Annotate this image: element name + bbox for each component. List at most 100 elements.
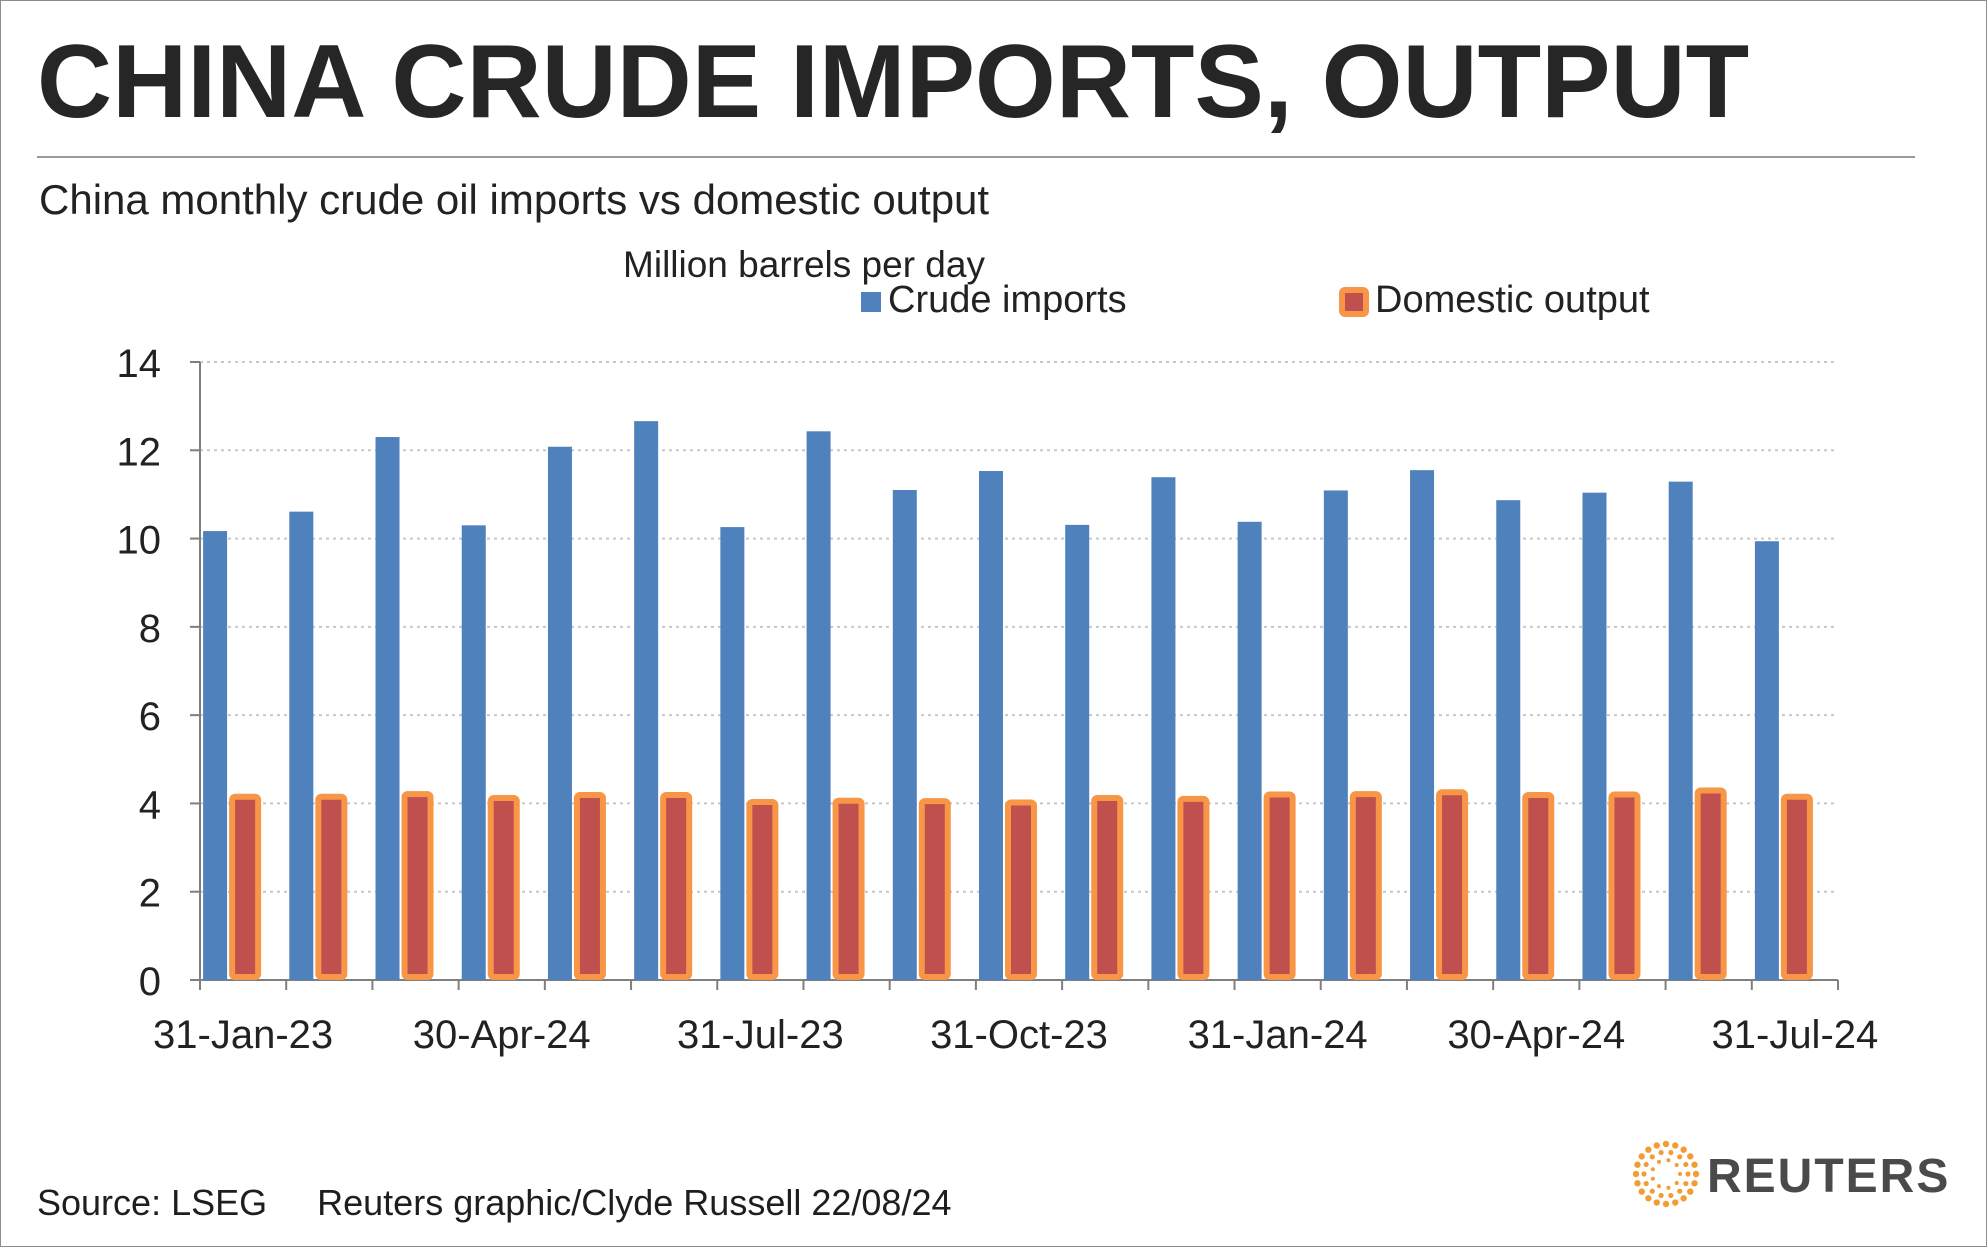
logo-dot: [1677, 1188, 1683, 1194]
logo-dot: [1650, 1176, 1655, 1181]
logo-dot: [1666, 1185, 1671, 1190]
bar-crude-imports: [375, 437, 400, 980]
bar-crude-imports: [979, 471, 1003, 980]
bar-domestic-output: [1608, 791, 1641, 981]
logo-dot: [1638, 1188, 1645, 1195]
series-crude-imports: [203, 421, 1779, 980]
bar-domestic-output: [487, 795, 520, 981]
bar-crude-imports: [720, 527, 745, 980]
legend-swatch-crude-imports: [861, 292, 881, 312]
logo-dot: [1634, 1180, 1641, 1187]
x-tick-label: 31-Jan-23: [153, 1013, 333, 1057]
title-divider: [37, 156, 1915, 158]
legend-label-crude-imports: Crude imports: [888, 279, 1127, 321]
logo-dot: [1672, 1199, 1679, 1206]
x-tick-label: 31-Jul-23: [677, 1013, 844, 1057]
bar-crude-imports: [1323, 490, 1348, 980]
bar-domestic-output: [1263, 791, 1296, 981]
logo-dot: [1643, 1161, 1649, 1168]
bar-crude-imports: [1237, 521, 1262, 980]
bar-domestic-output: [401, 791, 434, 980]
y-tick-label: 6: [139, 695, 161, 739]
bar-domestic-output: [1522, 791, 1555, 980]
logo-dot: [1674, 1180, 1679, 1185]
legend: Crude imports Domestic output: [861, 279, 1650, 321]
y-tick-label: 14: [117, 342, 162, 386]
logo-dot: [1657, 1159, 1661, 1164]
logo-dot: [1662, 1140, 1670, 1148]
y-axis-unit-label: Million barrels per day: [623, 244, 985, 285]
logo-dot: [1634, 1161, 1641, 1168]
logo-dot: [1645, 1146, 1652, 1153]
x-tick-label: 30-Apr-24: [1447, 1013, 1625, 1057]
bar-crude-imports: [1410, 470, 1435, 980]
bar-crude-imports: [461, 525, 486, 980]
bar-crude-imports: [1754, 541, 1779, 980]
x-tick-labels: 31-Jan-23 30-Apr-24 31-Jul-23 31-Oct-23 31-J…: [153, 1013, 1878, 1057]
legend-swatch-domestic-output: [1339, 287, 1369, 317]
logo-dot: [1641, 1171, 1647, 1177]
logo-dot: [1650, 1167, 1655, 1172]
logo-dot: [1657, 1184, 1661, 1189]
logo-dot: [1649, 1154, 1655, 1160]
bar-domestic-output: [1349, 791, 1382, 980]
bar-domestic-output: [1436, 789, 1469, 980]
logo-dot: [1687, 1188, 1694, 1195]
source-text: Source: LSEG: [37, 1182, 268, 1223]
bar-crude-imports: [1065, 524, 1090, 980]
logo-dot: [1685, 1171, 1691, 1177]
x-tick-label: 31-Jul-24: [1712, 1013, 1879, 1057]
bar-domestic-output: [660, 791, 693, 980]
logo-dot: [1680, 1146, 1687, 1153]
logo-dot: [1678, 1172, 1682, 1176]
logo-dot: [1668, 1192, 1674, 1199]
reuters-logo-mark-icon: [1632, 1140, 1700, 1208]
logo-dot: [1643, 1180, 1649, 1187]
logo-dot: [1691, 1180, 1698, 1187]
logo-dot: [1632, 1170, 1640, 1178]
logo-dot: [1674, 1163, 1679, 1168]
bar-crude-imports: [1151, 477, 1176, 980]
bar-domestic-output: [918, 798, 951, 980]
logo-dot: [1638, 1153, 1645, 1160]
bar-crude-imports: [203, 531, 228, 980]
reuters-logo-text: REUTERS: [1707, 1150, 1951, 1203]
bar-domestic-output: [1780, 793, 1813, 981]
y-tick-label: 10: [117, 519, 162, 563]
bar-crude-imports: [806, 431, 831, 980]
x-tick-label: 30-Apr-24: [413, 1013, 591, 1057]
page-title: CHINA CRUDE IMPORTS, OUTPUT: [37, 24, 1750, 140]
logo-dot: [1662, 1200, 1670, 1208]
y-tick-labels: 0 2 4 6 8 10 12 14: [117, 342, 162, 1004]
chart-subtitle: China monthly crude oil imports vs domes…: [39, 176, 990, 223]
bar-domestic-output: [1091, 795, 1124, 981]
logo-dot: [1691, 1161, 1698, 1168]
legend-label-domestic-output: Domestic output: [1375, 279, 1650, 321]
bar-domestic-output: [832, 797, 865, 980]
logo-dot: [1680, 1195, 1687, 1202]
logo-dot: [1649, 1188, 1655, 1194]
credit-text: Reuters graphic/Clyde Russell 22/08/24: [317, 1182, 952, 1223]
bar-crude-imports: [634, 421, 659, 980]
logo-dot: [1683, 1161, 1689, 1168]
bar-domestic-output: [229, 793, 262, 981]
bar-domestic-output: [1005, 799, 1037, 980]
x-tick-label: 31-Oct-23: [930, 1013, 1108, 1057]
logo-dot: [1668, 1149, 1674, 1156]
y-tick-label: 2: [139, 872, 161, 916]
logo-dot: [1672, 1142, 1679, 1149]
y-tick-label: 0: [139, 960, 161, 1004]
y-tick-label: 4: [139, 783, 161, 827]
logo-dot: [1653, 1142, 1660, 1149]
source-note: Source: LSEG Reuters graphic/Clyde Russe…: [37, 1181, 951, 1225]
bar-crude-imports: [1668, 481, 1693, 980]
y-axis-label: Million barrels per day: [623, 244, 985, 285]
x-tick-label: 31-Jan-24: [1188, 1013, 1368, 1057]
logo-dot: [1683, 1180, 1689, 1187]
series-domestic-output: [229, 787, 1813, 981]
reuters-logo: REUTERS: [1629, 1137, 1959, 1215]
bar-domestic-output: [315, 793, 348, 981]
y-tick-label: 12: [117, 430, 162, 474]
bar-crude-imports: [289, 511, 314, 980]
